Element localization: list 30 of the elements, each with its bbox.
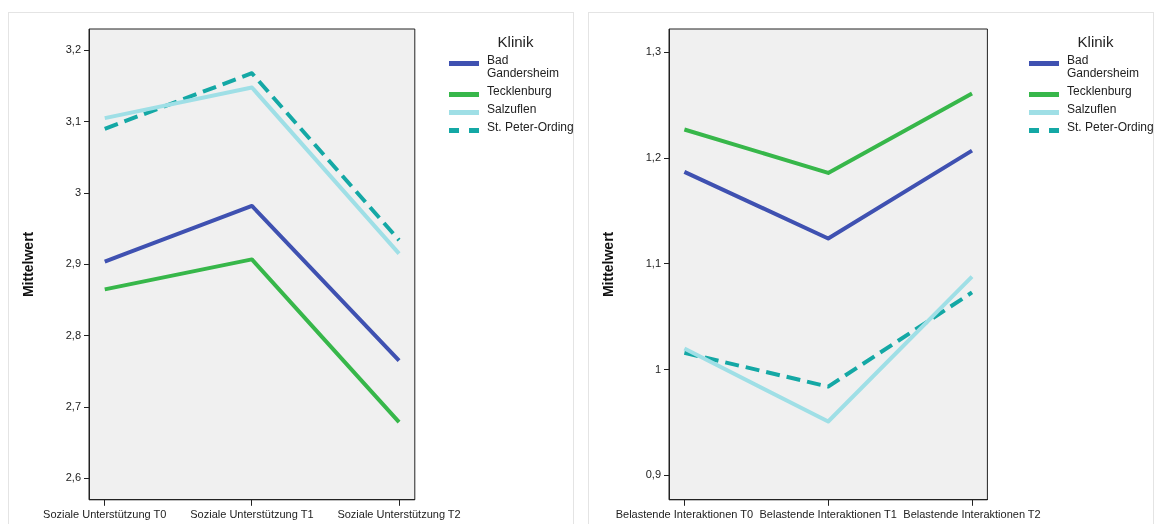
legend-label: Bad Gandersheim <box>1067 53 1141 80</box>
x-tick-label: Soziale Unterstützung T2 <box>337 508 461 521</box>
legend-label: Tecklenburg <box>1067 84 1133 98</box>
y-tick-label: 2,8 <box>65 328 81 341</box>
y-axis-title: Mittelwert <box>20 231 37 298</box>
legend-label: Tecklenburg <box>487 84 553 98</box>
y-tick-label: 2,9 <box>65 257 81 270</box>
legend-label: St. Peter-Ording <box>1067 120 1155 134</box>
y-tick-label: 1,1 <box>645 256 661 269</box>
y-tick-label: 1,3 <box>645 45 661 58</box>
x-tick-label: Belastende Interaktionen T0 <box>615 508 754 521</box>
y-tick-label: 2,7 <box>65 400 81 413</box>
y-axis-title: Mittelwert <box>600 231 617 298</box>
legend-label: Bad Gandersheim <box>487 53 561 80</box>
y-tick-label: 3 <box>74 186 81 199</box>
legend-title: Klinik <box>496 33 535 50</box>
x-tick-label: Belastende Interaktionen T1 <box>759 508 897 521</box>
y-tick-label: 0,9 <box>645 468 661 481</box>
legend-label: Salzuflen <box>1067 102 1118 116</box>
y-tick-label: 1,2 <box>645 151 661 164</box>
legend-title: Klinik <box>1076 33 1115 50</box>
x-tick-label: Belastende Interaktionen T2 <box>903 508 1041 521</box>
y-tick-label: 3,2 <box>65 43 81 56</box>
y-tick-label: 1 <box>654 362 661 375</box>
y-tick-label: 3,1 <box>65 114 81 127</box>
x-tick-label: Soziale Unterstützung T1 <box>190 508 314 521</box>
x-tick-label: Soziale Unterstützung T0 <box>43 508 167 521</box>
y-tick-label: 2,6 <box>65 471 81 484</box>
legend-label: Salzuflen <box>487 102 538 116</box>
legend-label: St. Peter-Ording <box>487 120 575 134</box>
